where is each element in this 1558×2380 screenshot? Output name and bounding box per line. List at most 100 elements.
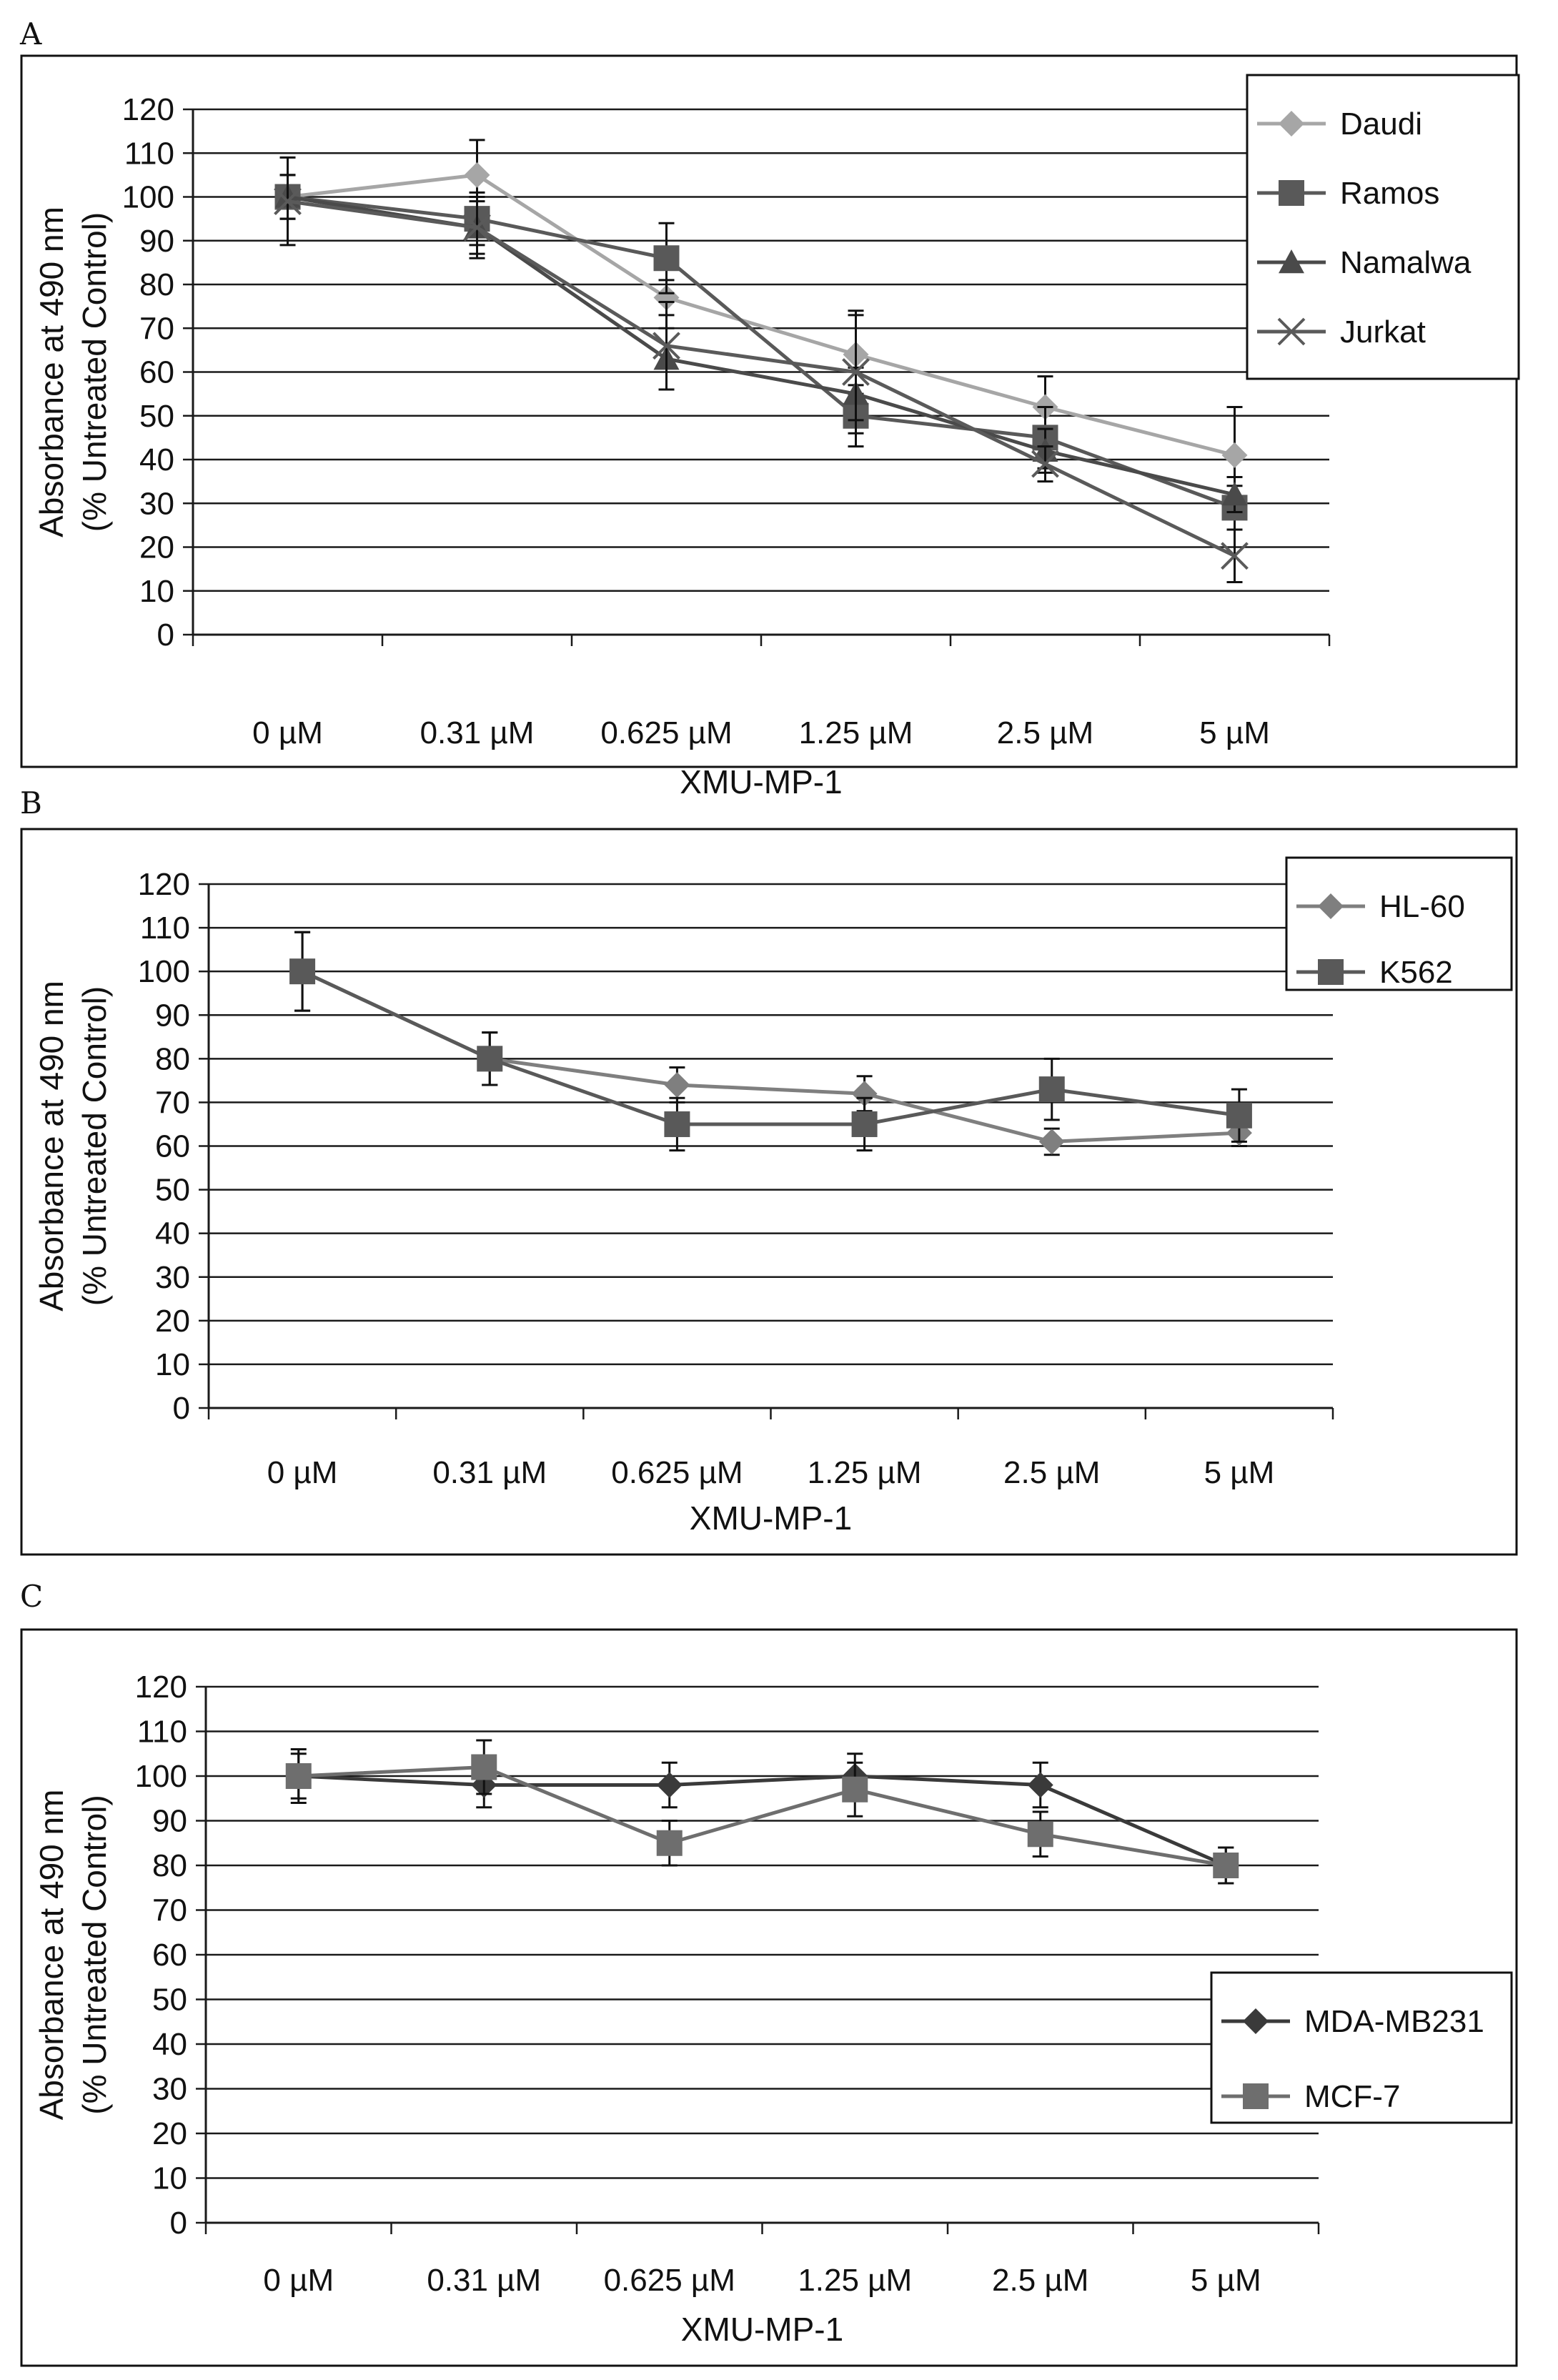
panel-b-y-tick-label: 120	[138, 867, 190, 902]
panel-a-x-tick-label: 5 µM	[1199, 715, 1270, 750]
panel-b-legend-k562-swatch-square-marker	[1318, 959, 1344, 985]
panel-a-jurkat-point-x-marker-stroke-b	[463, 213, 491, 242]
panel-c-x-tick-label: 0 µM	[263, 2263, 334, 2298]
panel-b-frame	[20, 828, 1518, 1556]
panel-a-ramos-point-square-marker	[653, 245, 680, 272]
panel-a-y-axis-subtitle: (% Untreated Control)	[76, 212, 113, 532]
panel-a-ramos-line	[287, 195, 1236, 510]
panel-b-x-axis-title: XMU-MP-1	[690, 1499, 852, 1537]
panel-b-chart: B 0 10 20 30 40 50 60 70 80 90 100 110 120 0 µM 0.31 µM…	[20, 785, 1518, 1556]
panel-b-k562-point-square-marker	[664, 1111, 690, 1137]
panel-c-y-tick-label: 40	[152, 2027, 187, 2062]
panel-a-jurkat-series	[274, 156, 1249, 583]
panel-c-y-tick-label: 30	[152, 2072, 187, 2107]
panel-b-x-tick-label: 2.5 µM	[1003, 1455, 1100, 1490]
panel-a-legend-ramos-label: Ramos	[1340, 176, 1439, 211]
panel-a-daudi-point-diamond-marker	[1221, 442, 1248, 468]
panel-a-y-axis-title: Absorbance at 490 nm	[33, 207, 70, 537]
panel-c-mcf-7-point-square-marker	[1213, 1853, 1239, 1878]
panel-b-y-tick-label: 110	[140, 911, 190, 946]
panel-b-k562-point-square-marker	[851, 1111, 878, 1137]
panel-c-x-axis-title: XMU-MP-1	[681, 2311, 843, 2348]
panel-a-legend-namalwa-label: Namalwa	[1340, 245, 1472, 280]
panel-a-jurkat-point-x-marker-stroke-b	[1031, 450, 1059, 478]
panel-a-jurkat-point-x-marker-stroke-b	[1221, 542, 1249, 570]
panel-a-chart: A 0 10 20 30 40 50 60 70 80 90 100 110 120 0 µM 0.31 µM…	[19, 16, 1520, 800]
panel-b-y-axis-title: Absorbance at 490 nm	[33, 981, 70, 1312]
panel-a-x-tick-label: 2.5 µM	[997, 715, 1093, 750]
panel-c-x-tick-label: 1.25 µM	[798, 2263, 912, 2298]
panel-b-y-axis-subtitle: (% Untreated Control)	[76, 986, 113, 1306]
panel-a-y-tick-label: 120	[122, 92, 174, 127]
panel-a-y-tick-label: 20	[139, 530, 174, 565]
panel-b-y-tick-label: 60	[155, 1129, 190, 1164]
panel-a-x-tick-label: 1.25 µM	[799, 715, 913, 750]
panel-c-mcf-7-point-square-marker	[656, 1830, 683, 1856]
panel-b-legend: HL-60 K562	[1285, 856, 1513, 991]
panel-a-legend-daudi-swatch-diamond-marker	[1279, 111, 1304, 137]
panel-b-legend-k562-label: K562	[1379, 955, 1453, 990]
panel-a-y-tick-label: 90	[139, 224, 174, 259]
panel-b-k562-point-square-marker	[1038, 1076, 1065, 1103]
panel-a-y-tick-label: 60	[139, 355, 174, 390]
panel-b-hl-60-series	[289, 931, 1252, 1156]
panel-c-mda-mb231-point-diamond-marker	[656, 1772, 683, 1798]
panel-b-hl-60-point-diamond-marker	[664, 1071, 690, 1098]
panel-a-jurkat-point-x-marker-stroke-b	[274, 187, 302, 216]
panel-c-y-tick-label: 100	[135, 1759, 187, 1794]
panel-a-legend-namalwa-swatch-triangle-marker	[1279, 249, 1304, 274]
panel-a-legend: Daudi Ramos Namalwa Jurkat	[1246, 74, 1520, 380]
panel-a-daudi-line	[287, 173, 1236, 457]
panel-c-x-tick-label: 2.5 µM	[992, 2263, 1088, 2298]
panel-b-y-tick-label: 20	[155, 1304, 190, 1339]
panel-b-y-tick-label: 10	[155, 1347, 190, 1382]
panel-c-y-tick-label: 80	[152, 1848, 187, 1883]
panel-c-mcf-7-point-square-marker	[471, 1754, 497, 1780]
panel-a-y-tick-label: 10	[139, 574, 174, 609]
panel-c-y-tick-label: 50	[152, 1983, 187, 2018]
panel-a-daudi-point-diamond-marker	[653, 284, 680, 311]
panel-c-x-tick-label: 0.31 µM	[427, 2263, 541, 2298]
panel-c-y-axis-subtitle: (% Untreated Control)	[76, 1795, 113, 2114]
panel-b-x-tick-label: 0.625 µM	[611, 1455, 743, 1490]
panel-b-y-tick-label: 0	[173, 1391, 190, 1426]
panel-c-y-tick-label: 120	[135, 1670, 187, 1705]
panel-a-y-tick-label: 110	[124, 136, 174, 171]
panel-b-y-tick-label: 50	[155, 1173, 190, 1208]
panel-c-mcf-7-series	[285, 1739, 1239, 1885]
panel-c-chart: C 0 10 20 30 40 50 60 70 80 90 100 110 120 0 µM 0.31 µM…	[20, 1579, 1518, 2367]
panel-c-mda-mb231-point-diamond-marker	[1027, 1772, 1053, 1798]
panel-a-x-tick-label: 0 µM	[252, 715, 323, 750]
panel-b-hl-60-point-diamond-marker	[1038, 1129, 1065, 1155]
panel-c-y-tick-label: 20	[152, 2116, 187, 2151]
panel-c-x-tick-label: 5 µM	[1191, 2263, 1261, 2298]
panel-a-namalwa-point-triangle-marker	[1221, 482, 1248, 506]
panel-a-y-tick-label: 80	[139, 267, 174, 302]
panel-a-jurkat-line	[287, 199, 1236, 557]
panel-c-mcf-7-point-square-marker	[1027, 1821, 1053, 1848]
panel-a-daudi-point-diamond-marker	[464, 162, 490, 188]
panel-b-letter: B	[20, 785, 42, 820]
panel-c-y-tick-label: 70	[152, 1893, 187, 1928]
panel-b-k562-series	[289, 931, 1252, 1152]
panel-a-namalwa-series	[274, 174, 1248, 513]
panel-a-x-tick-label: 0.31 µM	[420, 715, 535, 750]
panel-a-legend-ramos-swatch-square-marker	[1279, 180, 1304, 206]
panel-b-y-tick-label: 80	[155, 1041, 190, 1076]
panel-a-daudi-series	[274, 139, 1248, 505]
panel-c-legend-mcf-7-label: MCF-7	[1304, 2079, 1400, 2114]
panel-a-legend-jurkat-swatch-x-marker-stroke-b	[1277, 317, 1306, 346]
panel-b-k562-point-square-marker	[1226, 1102, 1252, 1129]
panel-c-mda-mb231-line	[298, 1774, 1227, 1868]
panel-c-frame	[20, 1628, 1518, 2367]
panel-a-legend-jurkat-label: Jurkat	[1340, 314, 1426, 349]
panel-b-hl-60-point-diamond-marker	[851, 1081, 878, 1107]
panel-a-y-tick-label: 50	[139, 399, 174, 434]
panel-c-mcf-7-line	[298, 1765, 1226, 1868]
panel-a-y-tick-label: 40	[139, 442, 174, 477]
panel-b-k562-line	[302, 969, 1240, 1126]
panel-b-y-tick-label: 90	[155, 998, 190, 1033]
panel-c-legend-mcf-7-swatch-square-marker	[1243, 2083, 1269, 2109]
panel-b-hl-60-line	[302, 969, 1240, 1144]
